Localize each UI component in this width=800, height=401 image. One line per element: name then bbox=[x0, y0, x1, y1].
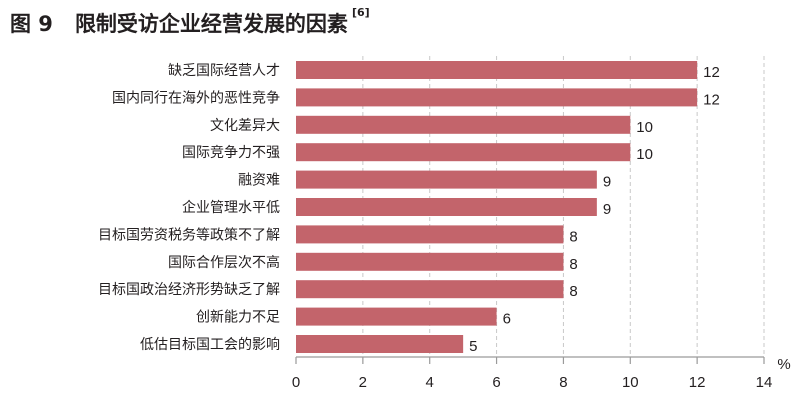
bar bbox=[296, 280, 564, 299]
data-label: 12 bbox=[703, 64, 720, 81]
category-label: 目标国政治经济形势缺乏了解 bbox=[98, 282, 280, 298]
bar bbox=[296, 115, 631, 134]
data-label: 9 bbox=[603, 201, 611, 218]
x-axis-unit: % bbox=[777, 356, 790, 373]
data-label: 8 bbox=[569, 228, 577, 245]
bar bbox=[296, 335, 464, 353]
bar bbox=[296, 252, 564, 271]
bar bbox=[296, 307, 497, 326]
bar bbox=[296, 225, 564, 244]
x-tick-label: 0 bbox=[292, 374, 300, 391]
category-label: 企业管理水平低 bbox=[182, 199, 280, 216]
x-tick-label: 4 bbox=[426, 374, 434, 391]
category-label: 低估目标国工会的影响 bbox=[140, 337, 280, 353]
x-tick-label: 10 bbox=[622, 374, 639, 391]
bar bbox=[296, 198, 597, 216]
data-label: 10 bbox=[636, 146, 653, 163]
bar bbox=[296, 143, 631, 162]
category-label: 融资难 bbox=[238, 173, 280, 189]
x-tick-label: 6 bbox=[492, 374, 500, 391]
x-tick-label: 8 bbox=[559, 374, 567, 391]
data-label: 8 bbox=[569, 256, 577, 273]
category-label: 国际合作层次不高 bbox=[168, 254, 280, 271]
category-label: 目标国劳资税务等政策不了解 bbox=[98, 226, 280, 243]
category-label: 创新能力不足 bbox=[196, 310, 280, 326]
bar bbox=[296, 170, 597, 189]
bar bbox=[296, 61, 698, 79]
data-label: 6 bbox=[503, 311, 511, 328]
data-label: 5 bbox=[469, 338, 477, 355]
data-label: 8 bbox=[569, 283, 577, 300]
bar bbox=[296, 88, 698, 107]
title-reference: [6] bbox=[351, 6, 370, 19]
figure-number: 图 9 bbox=[10, 12, 53, 36]
category-label: 缺乏国际经营人才 bbox=[168, 63, 280, 79]
x-tick-label: 12 bbox=[689, 374, 706, 391]
x-tick-label: 14 bbox=[756, 374, 773, 391]
x-tick-label: 2 bbox=[359, 374, 367, 391]
data-label: 9 bbox=[603, 174, 611, 191]
chart-title: 图 9 限制受访企业经营发展的因素 [6] bbox=[10, 6, 370, 38]
category-label: 国际竞争力不强 bbox=[182, 144, 280, 161]
title-text: 限制受访企业经营发展的因素 bbox=[74, 12, 348, 36]
category-label: 文化差异大 bbox=[210, 118, 280, 134]
data-label: 10 bbox=[636, 119, 653, 136]
data-label: 12 bbox=[703, 91, 720, 108]
category-label: 国内同行在海外的恶性竞争 bbox=[112, 89, 280, 106]
